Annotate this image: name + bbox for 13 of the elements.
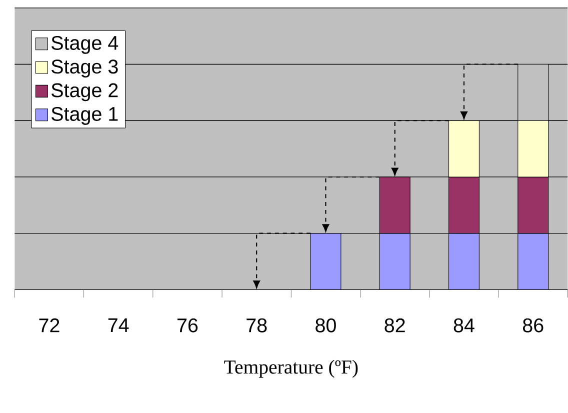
legend-label: Stage 3 [52, 60, 118, 78]
x-tick-label: 72 [39, 318, 60, 332]
x-tick-label: 82 [384, 318, 405, 332]
x-tick-label: 76 [178, 318, 198, 332]
x-tick-label: 74 [108, 318, 129, 332]
x-tick-label: 80 [316, 318, 336, 332]
x-tick-label: 78 [246, 318, 267, 332]
legend-label: Stage 1 [52, 107, 118, 125]
legend-label: Stage 4 [52, 36, 118, 54]
legend-label: Stage 2 [52, 83, 118, 102]
x-tick-label: 86 [522, 318, 544, 332]
x-tick-label: 84 [454, 318, 474, 332]
x-axis-title: Temperature (ºF) [224, 360, 358, 378]
